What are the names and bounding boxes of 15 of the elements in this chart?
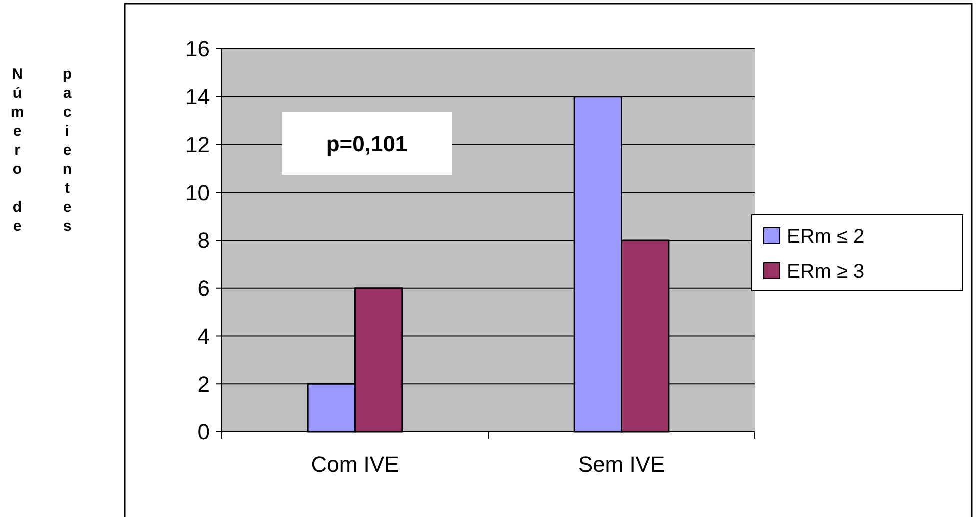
- text: Número de pacientes: [9, 66, 76, 237]
- y-tick-label: 8: [198, 228, 210, 254]
- x-tick-label: Com IVE: [311, 452, 400, 477]
- legend-label: ERm ≥ 3: [787, 261, 865, 283]
- y-tick-label: 6: [198, 276, 210, 302]
- annotation: p=0,101: [326, 132, 408, 157]
- legend-label: ERm ≤ 2: [787, 226, 865, 248]
- y-tick-label: 16: [186, 36, 210, 62]
- y-tick-label: 4: [198, 324, 210, 349]
- x-tick-label: Sem IVE: [578, 452, 666, 477]
- y-tick-label: 12: [186, 132, 210, 158]
- y-tick-label: 14: [186, 84, 210, 110]
- y-tick-label: 2: [198, 372, 210, 397]
- y-tick-label: 0: [198, 420, 210, 445]
- y-tick-label: 10: [186, 180, 210, 206]
